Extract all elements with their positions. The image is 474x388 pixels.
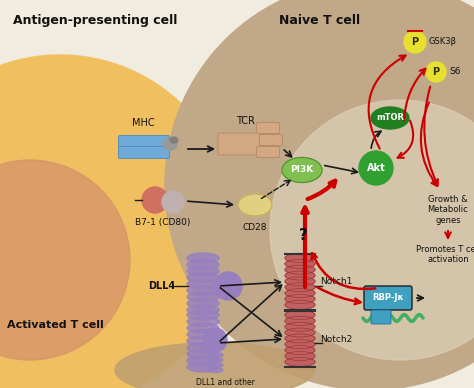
- Text: CD28: CD28: [243, 223, 267, 232]
- Text: mTOR: mTOR: [376, 114, 404, 123]
- Ellipse shape: [115, 343, 315, 388]
- Ellipse shape: [285, 346, 315, 355]
- Ellipse shape: [187, 286, 219, 296]
- Ellipse shape: [187, 266, 219, 276]
- Circle shape: [270, 100, 474, 360]
- Ellipse shape: [285, 316, 315, 326]
- Ellipse shape: [207, 362, 223, 367]
- FancyBboxPatch shape: [256, 147, 280, 158]
- Text: GSK3β: GSK3β: [429, 38, 457, 47]
- Ellipse shape: [285, 300, 315, 309]
- Ellipse shape: [285, 259, 315, 268]
- Text: Growth &
Metabolic
genes: Growth & Metabolic genes: [428, 195, 468, 225]
- Circle shape: [214, 272, 242, 300]
- Text: S6: S6: [449, 68, 461, 76]
- Text: Promotes T cell
activation: Promotes T cell activation: [416, 245, 474, 264]
- Ellipse shape: [282, 158, 322, 182]
- Ellipse shape: [285, 253, 315, 263]
- Text: Naive T cell: Naive T cell: [280, 14, 361, 27]
- Text: Antigen-presenting cell: Antigen-presenting cell: [13, 14, 177, 27]
- Text: Notch1: Notch1: [320, 277, 352, 286]
- FancyBboxPatch shape: [259, 135, 283, 146]
- Ellipse shape: [187, 362, 219, 372]
- Ellipse shape: [187, 355, 219, 365]
- Text: RBP-Jκ: RBP-Jκ: [372, 293, 404, 303]
- Circle shape: [404, 31, 426, 53]
- Ellipse shape: [285, 289, 315, 298]
- Text: B7-1 (CD80): B7-1 (CD80): [135, 218, 191, 227]
- Ellipse shape: [170, 137, 178, 143]
- Text: DLL1 and other
Notch ligands: DLL1 and other Notch ligands: [196, 378, 255, 388]
- FancyBboxPatch shape: [218, 133, 260, 155]
- Ellipse shape: [285, 294, 315, 303]
- Ellipse shape: [285, 357, 315, 366]
- Text: ?: ?: [299, 227, 308, 242]
- Text: TCR: TCR: [236, 116, 255, 126]
- Circle shape: [165, 0, 474, 388]
- Ellipse shape: [285, 328, 315, 337]
- Circle shape: [142, 187, 168, 213]
- FancyBboxPatch shape: [118, 135, 170, 147]
- Text: DLL4: DLL4: [148, 281, 175, 291]
- Ellipse shape: [187, 317, 219, 326]
- Ellipse shape: [285, 322, 315, 331]
- Ellipse shape: [187, 329, 219, 340]
- Circle shape: [359, 151, 393, 185]
- Ellipse shape: [285, 277, 315, 286]
- Ellipse shape: [238, 194, 272, 216]
- Text: P: P: [432, 67, 439, 77]
- Text: Notch2: Notch2: [320, 334, 352, 343]
- Ellipse shape: [285, 265, 315, 274]
- Ellipse shape: [187, 260, 219, 270]
- Text: Activated T cell: Activated T cell: [7, 320, 103, 330]
- Ellipse shape: [163, 138, 177, 150]
- Ellipse shape: [187, 279, 219, 289]
- Ellipse shape: [187, 323, 219, 333]
- Ellipse shape: [285, 340, 315, 349]
- Ellipse shape: [187, 253, 219, 263]
- Ellipse shape: [187, 336, 219, 346]
- Ellipse shape: [187, 298, 219, 308]
- Text: MHC: MHC: [132, 118, 155, 128]
- FancyBboxPatch shape: [364, 286, 412, 310]
- FancyBboxPatch shape: [256, 123, 280, 133]
- Ellipse shape: [285, 334, 315, 343]
- Ellipse shape: [285, 283, 315, 292]
- Ellipse shape: [187, 292, 219, 302]
- Text: PI3K: PI3K: [291, 166, 314, 175]
- Ellipse shape: [187, 272, 219, 282]
- Text: P: P: [411, 37, 419, 47]
- Ellipse shape: [285, 310, 315, 319]
- Ellipse shape: [207, 353, 223, 357]
- FancyBboxPatch shape: [118, 147, 170, 159]
- Circle shape: [0, 160, 130, 360]
- Ellipse shape: [285, 271, 315, 280]
- Ellipse shape: [187, 343, 219, 353]
- FancyBboxPatch shape: [371, 310, 391, 324]
- Ellipse shape: [187, 310, 219, 320]
- Circle shape: [0, 55, 235, 388]
- Circle shape: [162, 191, 184, 213]
- Ellipse shape: [187, 305, 219, 315]
- Ellipse shape: [207, 367, 223, 372]
- Ellipse shape: [285, 352, 315, 360]
- Text: Akt: Akt: [366, 163, 385, 173]
- Ellipse shape: [187, 349, 219, 359]
- Ellipse shape: [207, 357, 223, 362]
- Ellipse shape: [371, 107, 409, 129]
- Circle shape: [203, 328, 227, 352]
- Circle shape: [426, 62, 446, 82]
